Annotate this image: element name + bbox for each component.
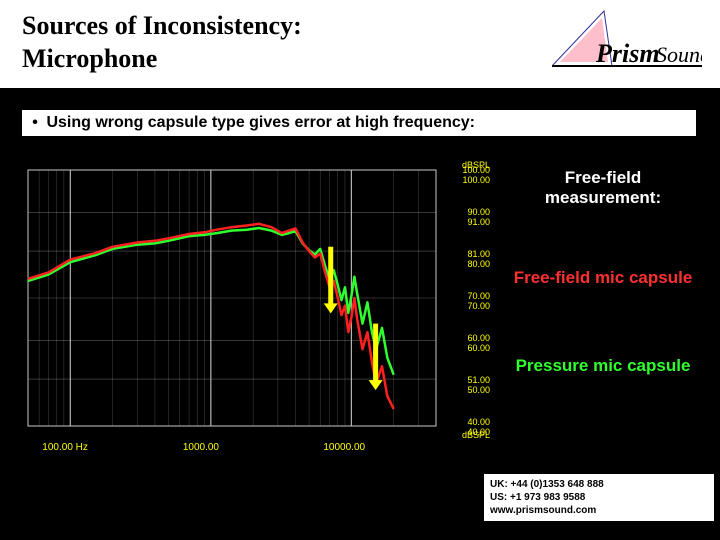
slide-title: Sources of Inconsistency: Microphone <box>22 10 302 75</box>
legend-sidebar: Free-field measurement: Free-field mic c… <box>508 160 698 440</box>
footer-us: US: +1 973 983 9588 <box>490 491 708 504</box>
y-tick: 70.0070.00 <box>467 291 490 311</box>
prismsound-logo: Prism Sound <box>552 6 702 76</box>
x-tick: 10000.00 <box>323 442 365 453</box>
footer-uk: UK: +44 (0)1353 648 888 <box>490 478 708 491</box>
chart-canvas <box>22 160 442 440</box>
legend-freefield-mic: Free-field mic capsule <box>508 268 698 288</box>
y-tick: 60.0060.00 <box>467 333 490 353</box>
title-bar: Sources of Inconsistency: Microphone Pri… <box>0 0 720 88</box>
y-axis-labels: dBSPL dBSPL 100.00100.0090.0091.0081.008… <box>442 160 492 440</box>
x-tick: 100.00 Hz <box>42 442 88 453</box>
y-tick: 40.0040.00 <box>467 417 490 437</box>
x-axis-labels: 100.00 Hz 1000.00 10000.00 <box>22 442 442 460</box>
y-tick: 51.0050.00 <box>467 375 490 395</box>
bullet-dot: • <box>28 114 42 132</box>
x-tick: 1000.00 <box>183 442 219 453</box>
y-tick: 100.00100.00 <box>462 165 490 185</box>
title-line-2: Microphone <box>22 44 157 73</box>
legend-title: Free-field measurement: <box>508 168 698 207</box>
bullet-row: • Using wrong capsule type gives error a… <box>22 110 696 136</box>
footer-web: www.prismsound.com <box>490 504 708 517</box>
title-line-1: Sources of Inconsistency: <box>22 11 302 40</box>
frequency-response-chart: dBSPL dBSPL 100.00100.0090.0091.0081.008… <box>22 160 492 440</box>
divider-strip <box>0 88 720 96</box>
y-tick: 90.0091.00 <box>467 207 490 227</box>
svg-text:Sound: Sound <box>656 42 702 67</box>
y-tick: 81.0080.00 <box>467 249 490 269</box>
contact-footer: UK: +44 (0)1353 648 888 US: +1 973 983 9… <box>484 474 714 521</box>
legend-pressure-mic: Pressure mic capsule <box>508 356 698 376</box>
svg-text:Prism: Prism <box>595 39 660 68</box>
bullet-text: Using wrong capsule type gives error at … <box>46 114 475 131</box>
